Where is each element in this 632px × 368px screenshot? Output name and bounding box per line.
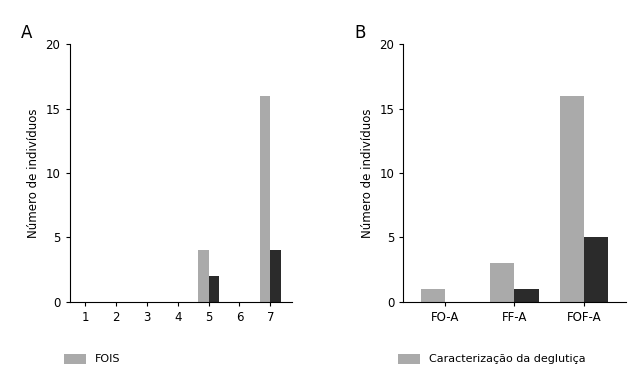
Legend: Caracterização da deglutiça, Aspiração laringotraqueal: Caracterização da deglutiça, Aspiração l… bbox=[398, 354, 585, 368]
Bar bbox=[560, 96, 584, 302]
Bar bbox=[198, 250, 209, 302]
Bar bbox=[584, 237, 608, 302]
Bar bbox=[260, 96, 270, 302]
Text: A: A bbox=[21, 24, 32, 42]
Text: B: B bbox=[355, 24, 366, 42]
Bar bbox=[209, 276, 219, 302]
Bar bbox=[490, 263, 514, 302]
Bar bbox=[514, 289, 538, 302]
Y-axis label: Número de indivíduos: Número de indivíduos bbox=[361, 108, 374, 238]
Legend: FOIS, Aspiração laringotraqueal: FOIS, Aspiração laringotraqueal bbox=[64, 354, 239, 368]
Bar bbox=[270, 250, 281, 302]
Y-axis label: Número de indivíduos: Número de indivíduos bbox=[27, 108, 40, 238]
Bar bbox=[421, 289, 445, 302]
